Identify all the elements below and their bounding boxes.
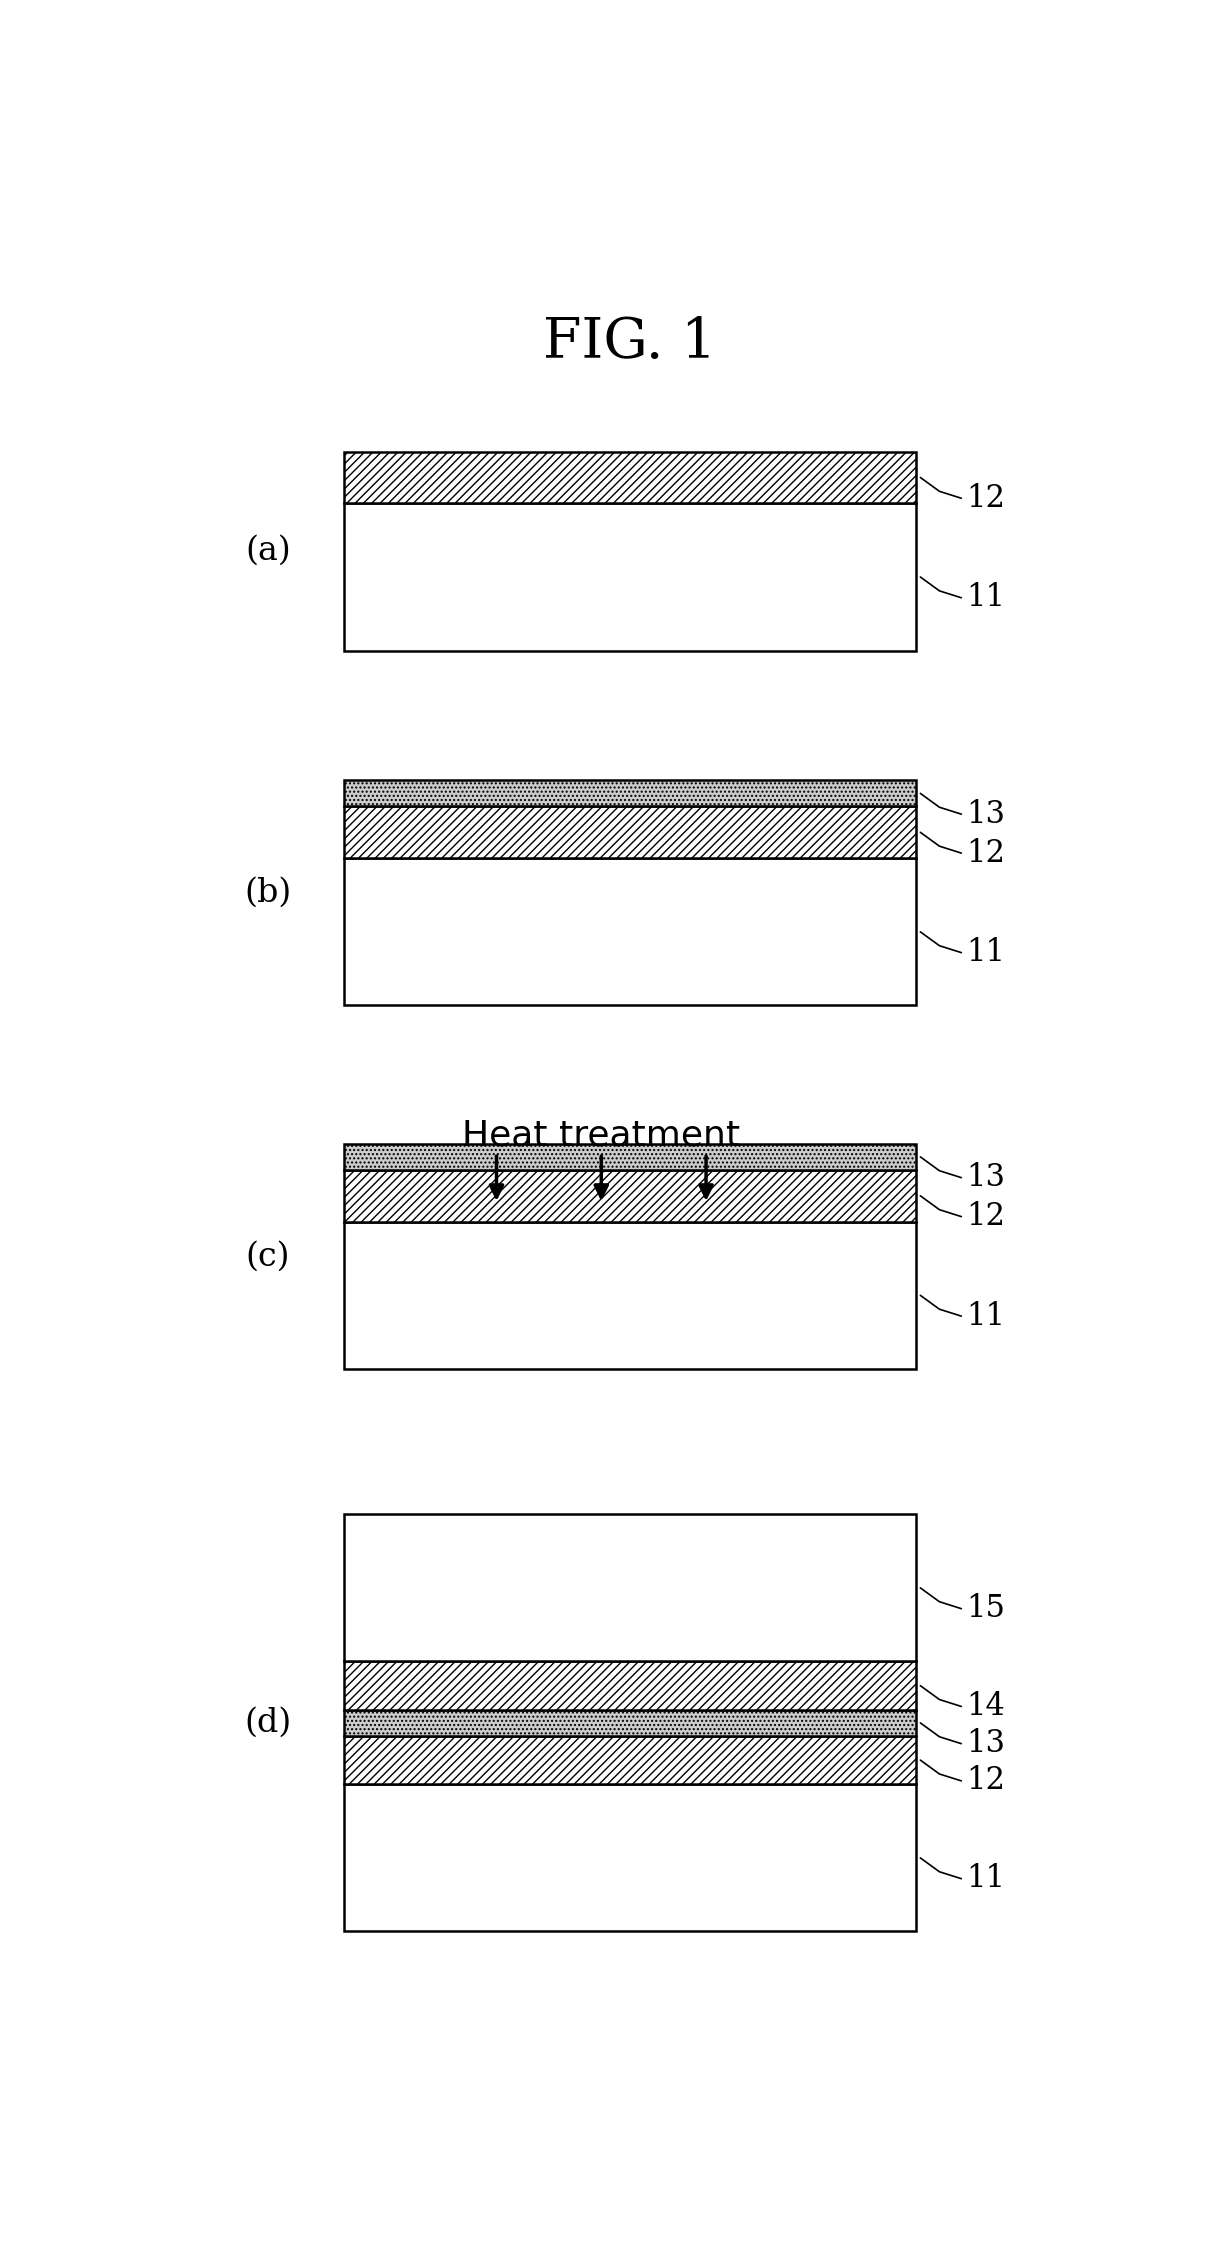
Text: 11: 11 — [966, 937, 1005, 969]
Text: 11: 11 — [966, 1864, 1005, 1895]
Text: 12: 12 — [966, 839, 1005, 868]
Bar — [344, 807, 916, 859]
Bar — [344, 859, 916, 1005]
Bar — [344, 1711, 916, 1735]
Bar — [344, 780, 916, 807]
Text: (b): (b) — [245, 877, 291, 908]
Text: (a): (a) — [245, 535, 291, 566]
Text: Heat treatment: Heat treatment — [462, 1117, 740, 1153]
Text: 13: 13 — [966, 1729, 1005, 1760]
Bar — [344, 504, 916, 650]
Text: 12: 12 — [966, 483, 1005, 515]
Text: 11: 11 — [966, 1302, 1005, 1331]
Text: 13: 13 — [966, 798, 1005, 830]
Bar — [344, 1169, 916, 1223]
Text: 15: 15 — [966, 1594, 1005, 1623]
Bar — [344, 1661, 916, 1711]
Text: FIG. 1: FIG. 1 — [543, 315, 717, 371]
Text: (c): (c) — [246, 1241, 290, 1272]
Bar — [344, 1735, 916, 1785]
Bar — [344, 452, 916, 504]
Bar — [344, 1223, 916, 1369]
Text: (d): (d) — [245, 1706, 291, 1740]
Text: 13: 13 — [966, 1162, 1005, 1194]
Text: 14: 14 — [966, 1690, 1005, 1722]
Bar — [344, 1515, 916, 1661]
Text: 12: 12 — [966, 1200, 1005, 1232]
Text: 12: 12 — [966, 1765, 1005, 1796]
Bar — [344, 1144, 916, 1169]
Text: 11: 11 — [966, 582, 1005, 614]
Bar — [344, 1785, 916, 1931]
